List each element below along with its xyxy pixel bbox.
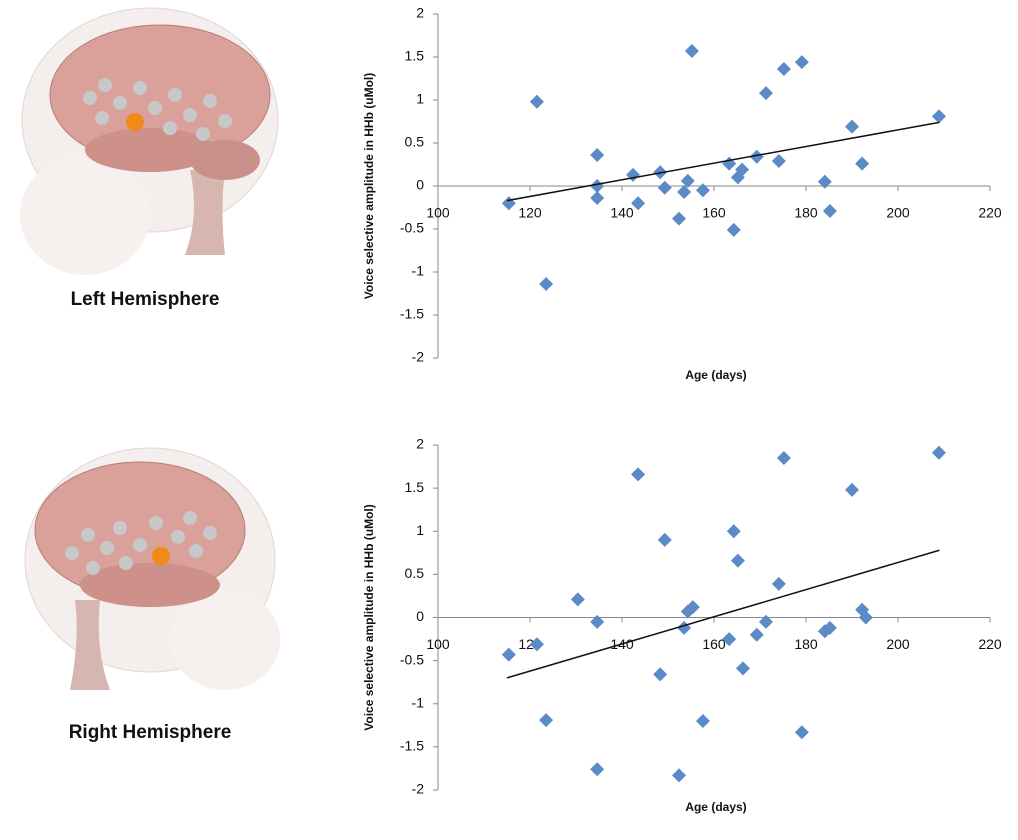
y-tick-label: -1 [412, 263, 425, 279]
x-tick-label: 200 [886, 205, 910, 221]
x-tick-label: 100 [426, 636, 450, 652]
y-tick-label: 0.5 [405, 565, 425, 581]
brain-illustration [20, 8, 278, 275]
data-point [590, 148, 604, 162]
data-point [677, 185, 691, 199]
y-tick-label: -0.5 [400, 651, 424, 667]
y-tick-label: 1.5 [405, 48, 425, 64]
data-point [530, 95, 544, 109]
data-point [502, 648, 516, 662]
data-point [590, 179, 604, 193]
y-tick-label: 0 [416, 177, 424, 193]
data-point [932, 446, 946, 460]
x-tick-label: 180 [794, 205, 818, 221]
data-point [626, 168, 640, 182]
data-point [736, 661, 750, 675]
data-point [539, 713, 553, 727]
trend-line [507, 122, 939, 200]
y-tick-label: -1.5 [400, 306, 424, 322]
x-tick-label: 160 [702, 636, 726, 652]
y-tick-label: -1 [412, 694, 425, 710]
y-tick-label: 1 [416, 91, 424, 107]
data-point [672, 768, 686, 782]
y-axis-title: Voice selective amplitude in HHb (uMol) [362, 504, 376, 730]
trend-line [507, 550, 939, 678]
data-point [777, 62, 791, 76]
panel-label: Left Hemisphere [71, 289, 220, 310]
data-point [722, 157, 736, 171]
data-point [759, 615, 773, 629]
brain-illustration [25, 448, 280, 690]
data-point [932, 109, 946, 123]
data-point [672, 212, 686, 226]
x-axis-title: Age (days) [685, 368, 746, 382]
y-tick-label: -2 [412, 781, 425, 797]
data-point [696, 714, 710, 728]
x-tick-label: 180 [794, 636, 818, 652]
data-point [823, 204, 837, 218]
data-point [590, 615, 604, 629]
y-tick-label: -2 [412, 349, 425, 365]
y-tick-label: 1.5 [405, 479, 425, 495]
y-tick-label: 0 [416, 608, 424, 624]
y-tick-label: -0.5 [400, 220, 424, 236]
x-tick-label: 100 [426, 205, 450, 221]
data-point [727, 524, 741, 538]
figure-svg: Left Hemisphere Right Hemisphere -2 -1.5 -… [0, 0, 1018, 840]
data-point [631, 467, 645, 481]
y-axis-title: Voice selective amplitude in HHb (uMol) [362, 73, 376, 299]
data-point [502, 196, 516, 210]
data-point [658, 533, 672, 547]
data-point [571, 592, 585, 606]
data-point [759, 86, 773, 100]
data-point [539, 277, 553, 291]
data-point [795, 725, 809, 739]
data-point [845, 120, 859, 134]
y-tick-label: -1.5 [400, 738, 424, 754]
data-point [750, 628, 764, 642]
x-tick-label: 200 [886, 636, 910, 652]
x-tick-label: 120 [518, 205, 542, 221]
data-point [855, 157, 869, 171]
y-tick-label: 2 [416, 5, 424, 21]
x-tick-label: 220 [978, 636, 1002, 652]
y-tick-label: 0.5 [405, 134, 425, 150]
data-point [677, 621, 691, 635]
data-point [653, 667, 667, 681]
x-axis-title: Age (days) [685, 800, 746, 814]
data-point [777, 451, 791, 465]
data-point [727, 223, 741, 237]
panel-label: Right Hemisphere [69, 722, 232, 743]
data-point [658, 181, 672, 195]
data-point [590, 191, 604, 205]
x-tick-label: 220 [978, 205, 1002, 221]
data-point [772, 577, 786, 591]
x-tick-label: 160 [702, 205, 726, 221]
data-point [818, 175, 832, 189]
data-point [795, 55, 809, 69]
data-point [685, 44, 699, 58]
figure: Left Hemisphere Right Hemisphere -2 -1.5 -… [0, 0, 1018, 840]
y-tick-label: 2 [416, 436, 424, 452]
data-point [845, 483, 859, 497]
data-point [696, 183, 710, 197]
data-point [731, 554, 745, 568]
data-point [590, 762, 604, 776]
x-tick-label: 140 [610, 205, 634, 221]
y-tick-label: 1 [416, 522, 424, 538]
data-point [772, 154, 786, 168]
